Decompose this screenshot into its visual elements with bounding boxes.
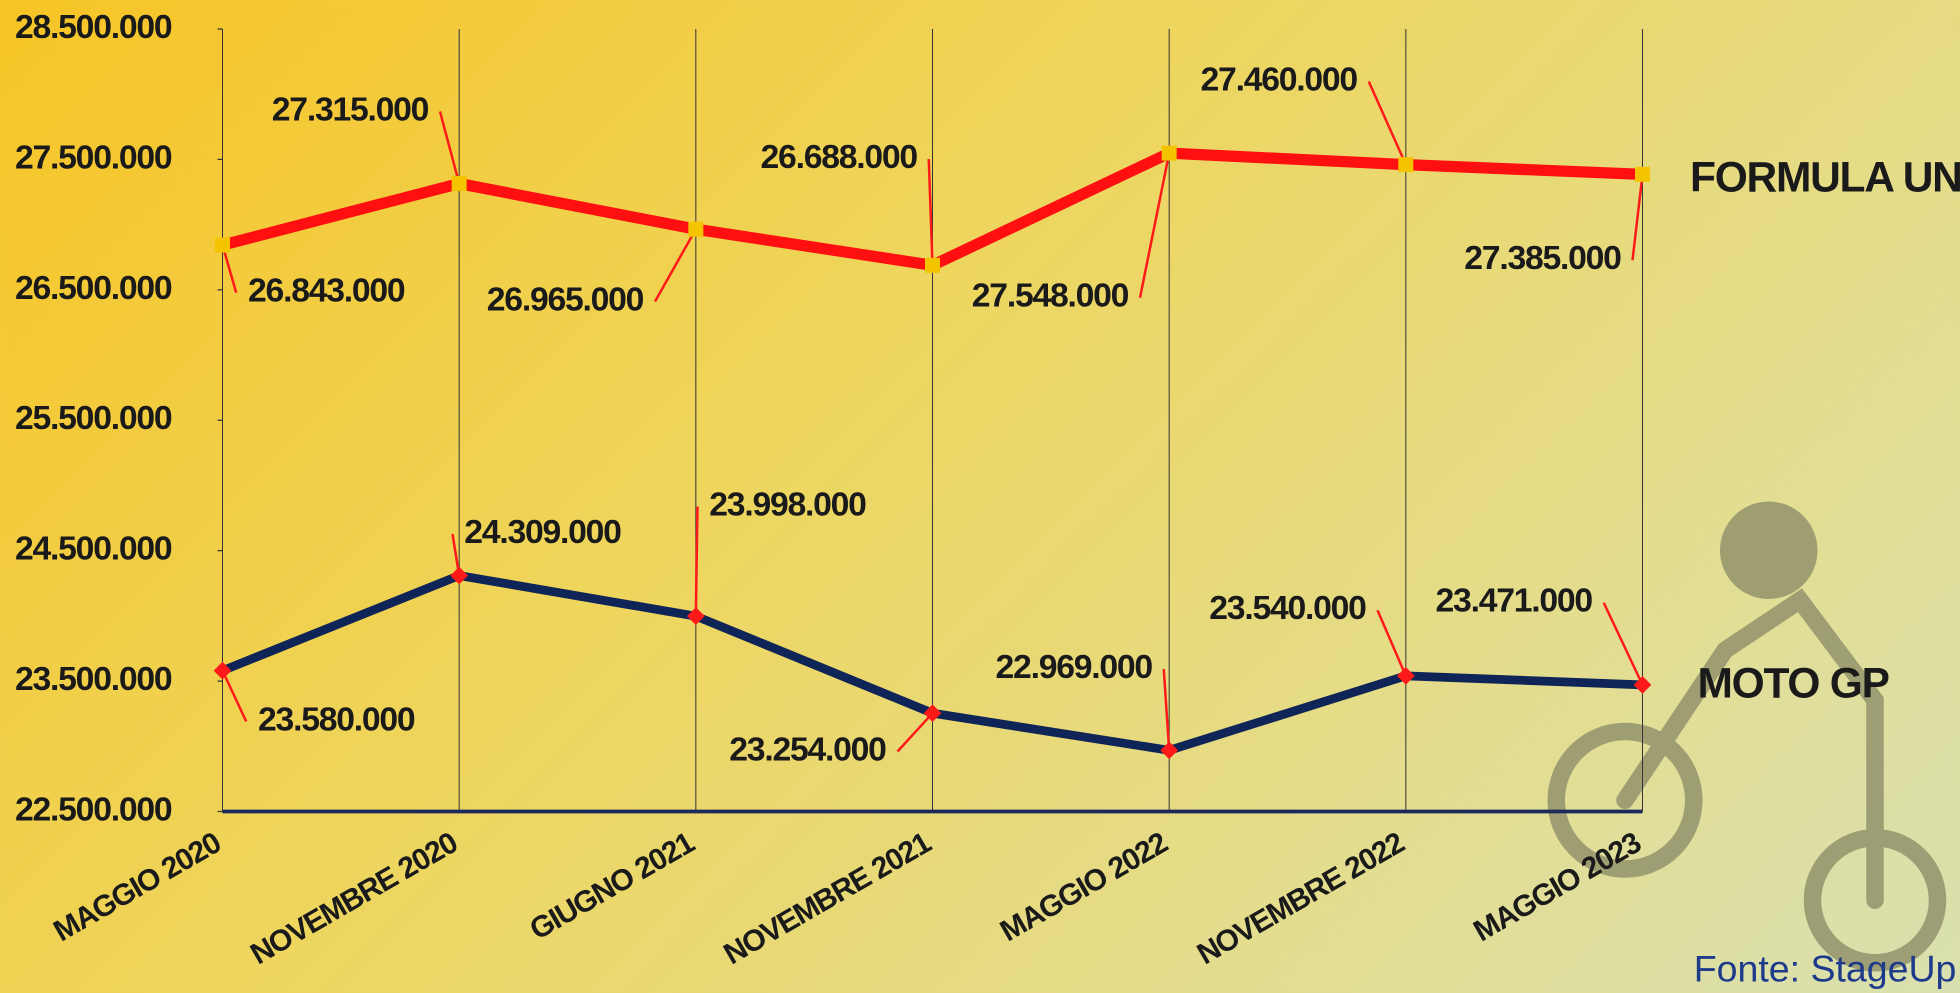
leader-line bbox=[898, 713, 933, 751]
value-label: 26.965.000 bbox=[487, 280, 644, 318]
x-tick-label: MAGGIO 2022 bbox=[995, 826, 1173, 948]
point bbox=[925, 258, 940, 273]
value-label: 26.688.000 bbox=[761, 138, 918, 176]
value-label: 23.540.000 bbox=[1209, 589, 1366, 627]
leader-line bbox=[696, 507, 698, 617]
point bbox=[1635, 167, 1650, 182]
leader-line bbox=[1378, 610, 1406, 676]
value-label: 23.471.000 bbox=[1436, 582, 1593, 620]
leader-line bbox=[929, 159, 933, 265]
leader-line bbox=[223, 671, 247, 722]
value-label: 24.309.000 bbox=[464, 513, 621, 551]
value-label: 27.315.000 bbox=[272, 90, 429, 128]
x-tick-label: NOVEMBRE 2020 bbox=[245, 826, 463, 971]
x-tick-label: GIUGNO 2021 bbox=[524, 826, 699, 946]
y-tick-label: 28.500.000 bbox=[15, 8, 172, 46]
leader-line bbox=[1369, 82, 1406, 165]
point bbox=[215, 238, 230, 253]
x-tick-label: NOVEMBRE 2022 bbox=[1192, 826, 1410, 971]
value-label: 27.548.000 bbox=[972, 277, 1129, 315]
rider-illustration bbox=[1556, 510, 1937, 963]
point bbox=[1634, 676, 1652, 694]
leader-line bbox=[1164, 669, 1169, 750]
value-label: 23.998.000 bbox=[709, 485, 866, 523]
y-tick-label: 23.500.000 bbox=[15, 660, 172, 698]
point bbox=[1398, 157, 1413, 172]
chart: Fonte: StageUp 22.500.000 23.500.000 24.50… bbox=[0, 0, 1960, 993]
leader-line bbox=[655, 229, 696, 301]
y-tick-label: 26.500.000 bbox=[15, 269, 172, 307]
value-label: 22.969.000 bbox=[996, 648, 1153, 686]
leader-line bbox=[1140, 153, 1169, 298]
value-label: 27.460.000 bbox=[1201, 60, 1358, 98]
series-name: MOTO GP bbox=[1698, 661, 1889, 708]
y-tick-label: 24.500.000 bbox=[15, 530, 172, 568]
leader-line bbox=[440, 112, 459, 184]
x-tick-label: MAGGIO 2023 bbox=[1468, 826, 1646, 948]
point bbox=[1162, 146, 1177, 161]
y-tick-label: 25.500.000 bbox=[15, 399, 172, 437]
x-tick-label: NOVEMBRE 2021 bbox=[718, 826, 936, 971]
leader-line bbox=[1633, 174, 1643, 260]
x-tick-label: MAGGIO 2020 bbox=[48, 826, 226, 948]
value-label: 23.580.000 bbox=[258, 700, 415, 738]
point bbox=[452, 176, 467, 191]
y-tick-label: 27.500.000 bbox=[15, 138, 172, 176]
point bbox=[688, 222, 703, 237]
value-label: 27.385.000 bbox=[1464, 239, 1621, 277]
page: {"chart_data": {"type": "line", "categor… bbox=[0, 0, 1960, 993]
series-name: FORMULA UNO bbox=[1690, 154, 1960, 201]
value-label: 23.254.000 bbox=[729, 730, 886, 768]
y-tick-label: 22.500.000 bbox=[15, 790, 172, 828]
leader-line bbox=[1604, 603, 1643, 685]
value-label: 26.843.000 bbox=[248, 272, 405, 310]
source: Fonte: StageUp bbox=[1694, 948, 1957, 990]
